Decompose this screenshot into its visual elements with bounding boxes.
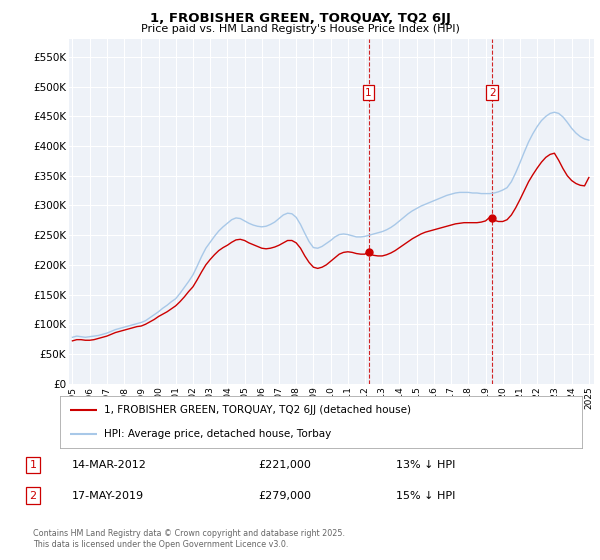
Text: 1: 1 [365,88,372,97]
Text: Contains HM Land Registry data © Crown copyright and database right 2025.
This d: Contains HM Land Registry data © Crown c… [33,529,345,549]
Text: HPI: Average price, detached house, Torbay: HPI: Average price, detached house, Torb… [104,429,332,439]
Text: Price paid vs. HM Land Registry's House Price Index (HPI): Price paid vs. HM Land Registry's House … [140,24,460,34]
Point [364,248,373,257]
Text: 2: 2 [489,88,496,97]
Text: £279,000: £279,000 [258,491,311,501]
Text: 17-MAY-2019: 17-MAY-2019 [72,491,144,501]
Text: 15% ↓ HPI: 15% ↓ HPI [396,491,455,501]
Text: 1, FROBISHER GREEN, TORQUAY, TQ2 6JJ: 1, FROBISHER GREEN, TORQUAY, TQ2 6JJ [149,12,451,25]
Text: 13% ↓ HPI: 13% ↓ HPI [396,460,455,470]
Text: £221,000: £221,000 [258,460,311,470]
Text: 1: 1 [29,460,37,470]
Text: 1, FROBISHER GREEN, TORQUAY, TQ2 6JJ (detached house): 1, FROBISHER GREEN, TORQUAY, TQ2 6JJ (de… [104,405,412,416]
Text: 2: 2 [29,491,37,501]
Text: 14-MAR-2012: 14-MAR-2012 [72,460,147,470]
Point [487,213,497,222]
